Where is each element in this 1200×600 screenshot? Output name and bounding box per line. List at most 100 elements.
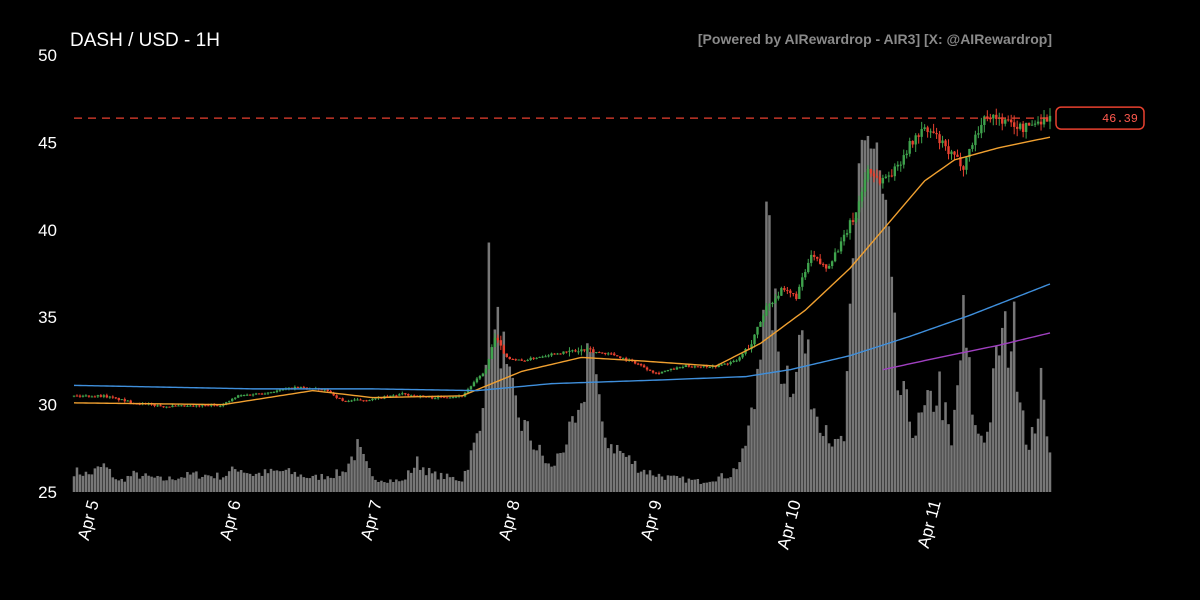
volume-bar (872, 148, 876, 492)
volume-bar (598, 394, 601, 492)
volume-bar (353, 460, 356, 492)
candle-up (804, 272, 807, 278)
volume-bar (141, 475, 144, 492)
volume-bar (592, 349, 595, 492)
volume-bar (407, 470, 410, 492)
volume-bar (368, 468, 371, 492)
volume-bar (541, 455, 544, 492)
volume-bar (105, 467, 109, 492)
candle-up (580, 349, 583, 352)
volume-bar (678, 477, 682, 492)
volume-bar (442, 479, 446, 492)
candle-down (326, 389, 329, 392)
candle-down (598, 352, 601, 354)
volume-bar (129, 476, 132, 492)
candle-up (756, 326, 759, 335)
volume-bar (281, 470, 285, 492)
volume-bar (711, 481, 714, 492)
candle-up (735, 360, 738, 362)
volume-bar (639, 471, 643, 492)
volume-bar (439, 472, 443, 492)
x-axis-ticks: Apr 5 Apr 6 Apr 7 Apr 8 Apr 9 Apr 10 Apr 11 (74, 498, 945, 551)
candle-up (484, 369, 488, 374)
volume-bar (1006, 367, 1010, 492)
volume-bar (890, 276, 894, 492)
candle-up (233, 397, 237, 399)
candle-down (696, 366, 699, 368)
volume-bar (774, 288, 777, 492)
candle-up (780, 288, 783, 296)
volume-bar (165, 480, 168, 492)
volume-bar (248, 473, 252, 492)
volume-bar (87, 474, 91, 492)
volume-bar (735, 469, 738, 492)
candle-down (93, 396, 97, 398)
volume-bar (615, 444, 619, 492)
candle-down (645, 367, 649, 370)
candle-down (956, 154, 959, 157)
volume-bar (326, 476, 329, 492)
candle-up (684, 365, 688, 368)
candle-down (305, 387, 308, 389)
volume-bar (96, 466, 100, 492)
candle-up (914, 135, 917, 145)
volume-bar (195, 471, 198, 492)
volume-bar (132, 470, 135, 492)
candle-down (619, 356, 622, 359)
candle-up (490, 347, 494, 359)
candle-up (201, 405, 204, 407)
candle-up (741, 353, 744, 358)
candle-down (1021, 123, 1025, 132)
volume-bar (374, 479, 377, 492)
volume-bar (932, 411, 935, 492)
candle-down (947, 146, 950, 155)
volume-bar (377, 481, 380, 492)
volume-bar (1003, 311, 1007, 492)
candle-up (866, 169, 870, 180)
candle-up (771, 302, 774, 305)
volume-bar (135, 472, 138, 492)
candle-up (275, 390, 279, 392)
candle-up (281, 389, 285, 391)
volume-bar (938, 371, 941, 492)
candle-up (810, 254, 813, 263)
candle-up (1004, 119, 1007, 124)
candle-up (950, 151, 953, 155)
last-price-label: 46.39 (1102, 112, 1138, 126)
candle-down (344, 400, 347, 402)
volume-bar (771, 330, 774, 492)
volume-bar (398, 481, 401, 492)
candle-up (392, 395, 395, 397)
y-axis-ticks: 25 30 35 40 45 50 (38, 46, 57, 502)
volume-bar (830, 446, 834, 492)
candle-up (72, 395, 76, 397)
candle-up (595, 352, 598, 354)
candle-down (159, 405, 162, 407)
volume-bar (723, 478, 726, 492)
candle-down (917, 135, 920, 137)
volume-bar (159, 476, 162, 492)
candle-down (610, 353, 613, 355)
candle-down (795, 293, 798, 299)
volume-bar (848, 303, 852, 492)
volume-bar (475, 433, 479, 492)
candle-up (693, 366, 697, 368)
volume-bar (595, 374, 598, 492)
candle-up (839, 241, 843, 252)
candle-down (705, 365, 708, 368)
volume-bar (899, 395, 903, 492)
candle-down (532, 357, 535, 359)
volume-bar (974, 425, 977, 492)
candle-up (753, 334, 756, 345)
volume-bar (386, 482, 389, 492)
volume-bar (538, 444, 541, 492)
volume-bar (201, 476, 204, 492)
candle-down (260, 393, 264, 395)
y-tick-label: 40 (38, 221, 57, 240)
candle-down (604, 352, 607, 355)
candle-down (105, 395, 109, 398)
volume-bar (1033, 433, 1037, 492)
x-tick-label: Apr 11 (914, 498, 945, 550)
volume-bar (812, 408, 816, 492)
candle-down (559, 353, 562, 355)
